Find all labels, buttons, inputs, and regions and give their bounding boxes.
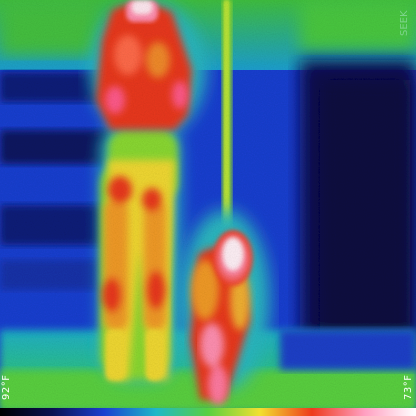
scale-max-label: 92°F bbox=[1, 374, 12, 400]
watermark-text: SEEK bbox=[399, 10, 410, 36]
scale-min-label: 73°F bbox=[403, 374, 414, 400]
temperature-color-scale bbox=[0, 408, 416, 416]
